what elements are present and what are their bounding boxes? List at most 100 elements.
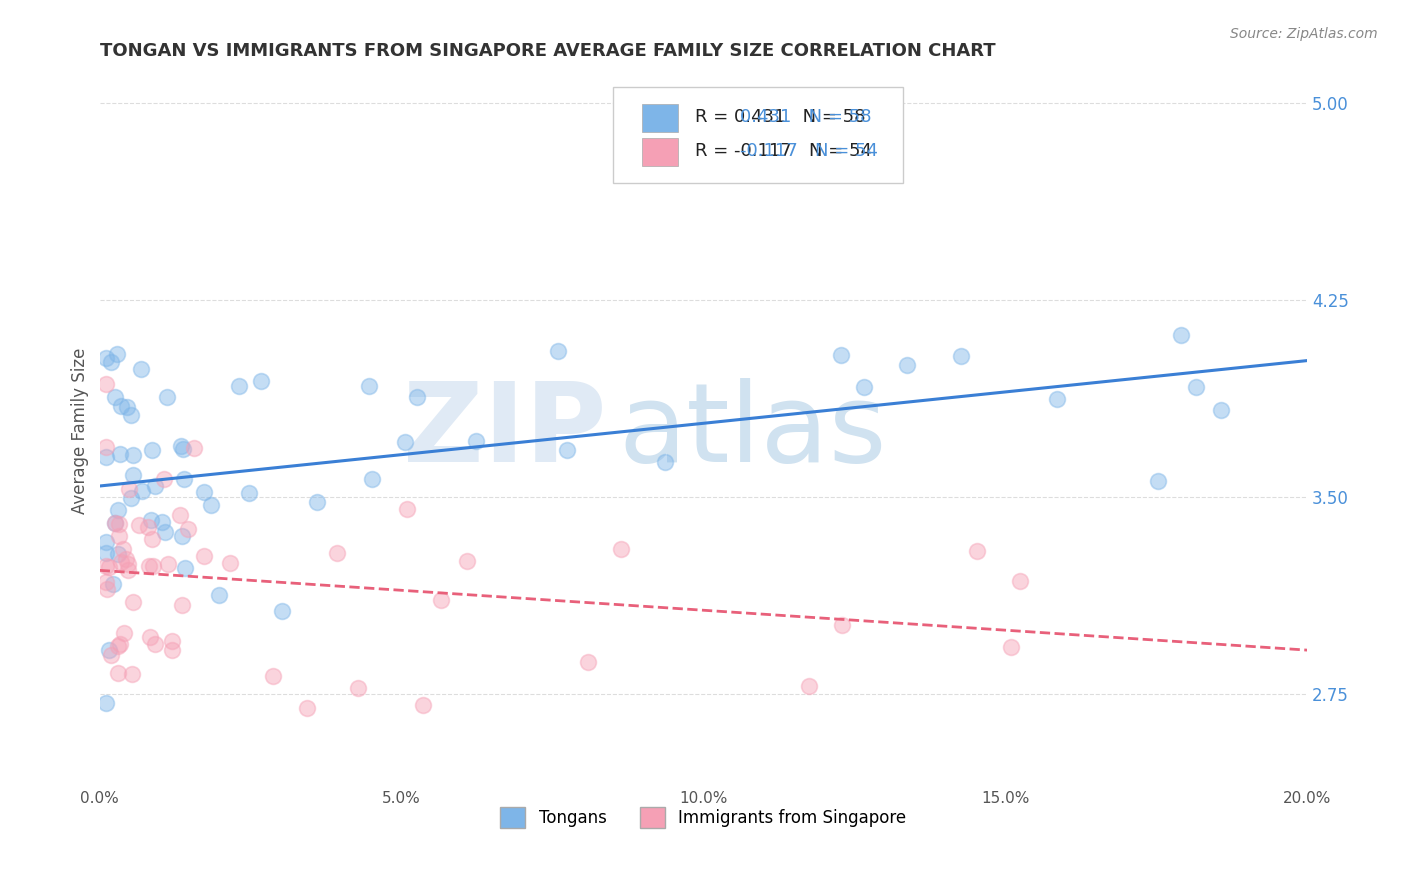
Point xyxy=(357,378,380,392)
Point xyxy=(108,529,131,543)
Point xyxy=(555,442,578,457)
Point xyxy=(94,351,117,365)
Point xyxy=(138,559,160,574)
Point xyxy=(896,358,918,372)
Point xyxy=(156,557,179,571)
Point xyxy=(305,495,328,509)
Point xyxy=(107,666,129,681)
Point xyxy=(94,534,117,549)
Text: atlas: atlas xyxy=(619,377,887,484)
Point xyxy=(394,435,416,450)
Point xyxy=(94,440,117,454)
Point xyxy=(173,472,195,486)
Point xyxy=(139,630,162,644)
Text: 0.431   N = 58: 0.431 N = 58 xyxy=(740,108,872,126)
Point xyxy=(576,655,599,669)
Point xyxy=(406,391,429,405)
Point xyxy=(170,598,193,612)
Point xyxy=(108,637,131,651)
Point xyxy=(103,576,125,591)
Point xyxy=(107,547,129,561)
Legend: Tongans, Immigrants from Singapore: Tongans, Immigrants from Singapore xyxy=(494,800,912,834)
Point xyxy=(193,549,215,564)
Point xyxy=(193,484,215,499)
Point xyxy=(238,486,260,500)
Point xyxy=(141,532,163,546)
Point xyxy=(112,542,135,557)
Point xyxy=(547,343,569,358)
Point xyxy=(456,553,478,567)
Point xyxy=(262,669,284,683)
Point xyxy=(153,524,176,539)
Point xyxy=(1184,380,1206,394)
Point xyxy=(110,555,132,569)
Point xyxy=(120,408,142,422)
Point xyxy=(162,643,184,657)
Point xyxy=(183,441,205,455)
Point xyxy=(107,639,129,653)
Text: R = -0.117   N = 54: R = -0.117 N = 54 xyxy=(695,142,872,160)
Point xyxy=(122,595,145,609)
Point xyxy=(361,471,384,485)
Point xyxy=(129,361,152,376)
Point xyxy=(160,633,183,648)
Point xyxy=(1046,392,1069,406)
Point xyxy=(110,400,132,414)
Point xyxy=(169,508,191,523)
Point xyxy=(176,522,198,536)
Point xyxy=(142,558,165,573)
Point xyxy=(208,588,231,602)
Point xyxy=(112,626,135,640)
Point xyxy=(114,551,136,566)
Point xyxy=(228,379,250,393)
Point xyxy=(143,478,166,492)
Point xyxy=(153,472,176,486)
Point xyxy=(128,517,150,532)
Point xyxy=(797,679,820,693)
Point xyxy=(108,447,131,461)
Point xyxy=(654,455,676,469)
Point xyxy=(94,377,117,392)
Point xyxy=(120,491,142,505)
Point xyxy=(100,355,122,369)
Point xyxy=(121,448,143,462)
Point xyxy=(141,443,163,458)
Point xyxy=(347,681,370,696)
Point xyxy=(108,516,131,531)
Point xyxy=(950,349,973,363)
Point xyxy=(1000,640,1022,655)
Point xyxy=(139,513,162,527)
Point xyxy=(172,529,194,543)
Point xyxy=(138,520,160,534)
Point xyxy=(250,374,273,388)
Text: ZIP: ZIP xyxy=(404,377,607,484)
Text: -0.117   N = 54: -0.117 N = 54 xyxy=(740,142,877,160)
FancyBboxPatch shape xyxy=(641,103,678,132)
Point xyxy=(1146,474,1168,488)
Point xyxy=(396,502,419,516)
Point xyxy=(97,643,120,657)
Point xyxy=(465,434,488,448)
Point xyxy=(107,502,129,516)
Point xyxy=(100,648,122,662)
Point xyxy=(295,700,318,714)
Point xyxy=(172,442,194,457)
Point xyxy=(174,560,197,574)
Point xyxy=(429,593,451,607)
Point xyxy=(104,516,127,530)
Point xyxy=(270,604,292,618)
Point xyxy=(96,582,118,596)
FancyBboxPatch shape xyxy=(641,137,678,166)
Point xyxy=(170,440,193,454)
Point xyxy=(219,556,242,570)
Point xyxy=(1209,403,1232,417)
Text: Source: ZipAtlas.com: Source: ZipAtlas.com xyxy=(1230,27,1378,41)
Point xyxy=(117,557,139,571)
Y-axis label: Average Family Size: Average Family Size xyxy=(72,348,89,515)
Point xyxy=(115,400,138,414)
Point xyxy=(94,575,117,590)
Point xyxy=(94,545,117,559)
Point xyxy=(117,564,139,578)
Point xyxy=(97,559,120,574)
Point xyxy=(121,667,143,681)
